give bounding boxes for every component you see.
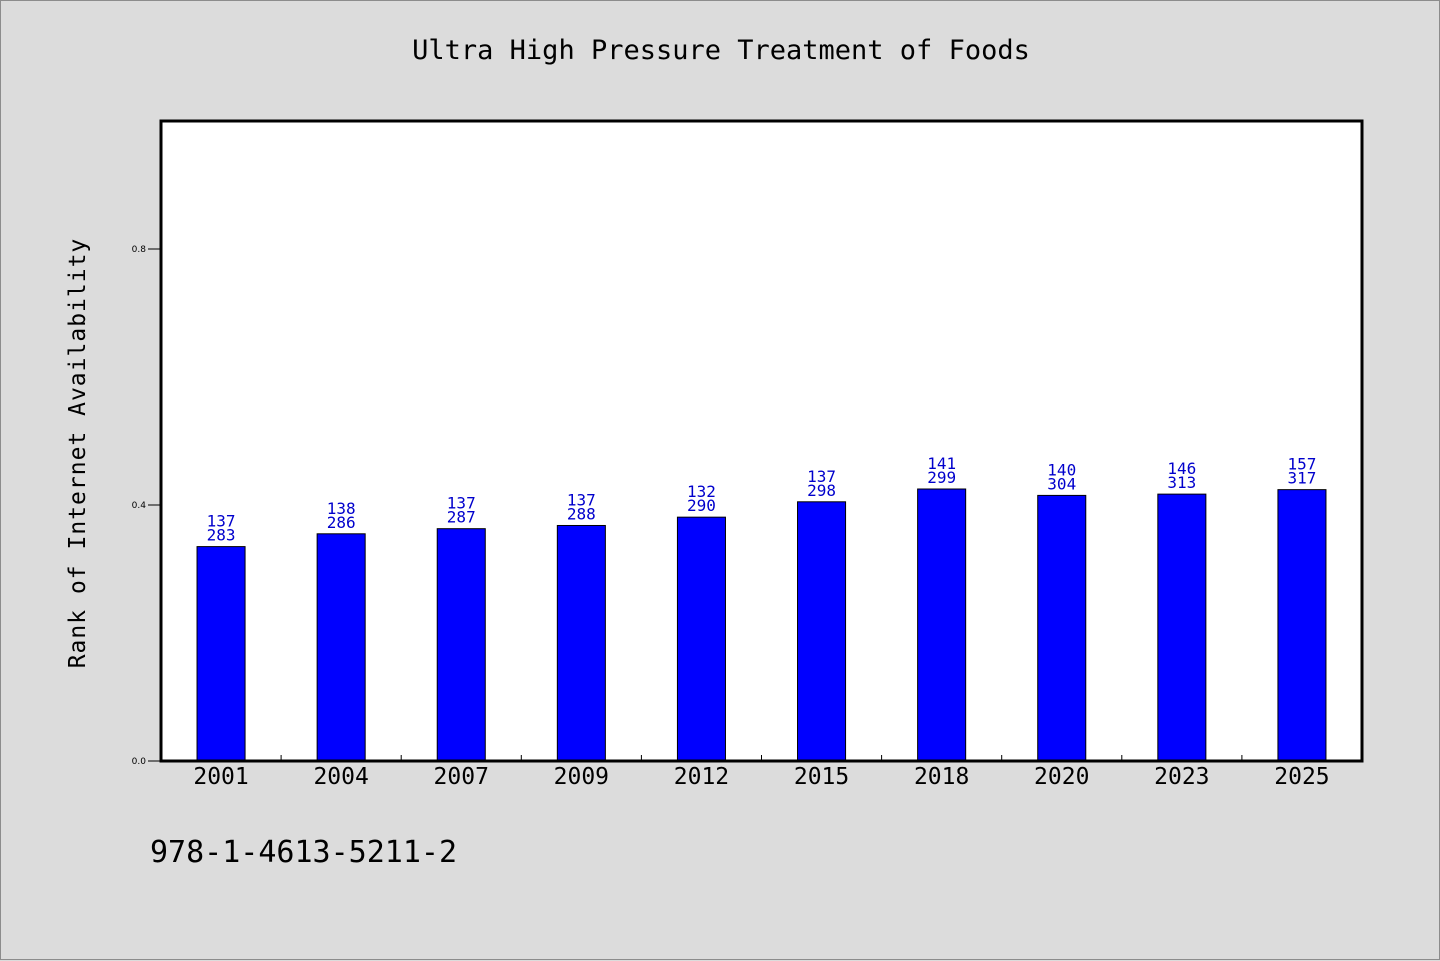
footnote: 978-1-4613-5211-2 bbox=[150, 835, 458, 870]
data-label-bottom: 299 bbox=[927, 468, 956, 487]
data-label-bottom: 298 bbox=[807, 481, 836, 500]
data-label-bottom: 287 bbox=[447, 508, 476, 527]
x-tick-label: 2012 bbox=[674, 764, 729, 790]
bar bbox=[316, 533, 366, 762]
data-label-top: 137 bbox=[207, 512, 236, 531]
data-label-bottom: 304 bbox=[1047, 474, 1076, 493]
x-tick-label: 2023 bbox=[1154, 764, 1209, 790]
bar bbox=[1277, 489, 1327, 762]
x-tick-label: 2025 bbox=[1274, 764, 1329, 790]
data-label-bottom: 290 bbox=[687, 496, 716, 515]
x-tick-label: 2001 bbox=[193, 764, 248, 790]
data-label-bottom: 288 bbox=[567, 504, 596, 523]
data-label-bottom: 317 bbox=[1287, 469, 1316, 488]
x-tick-label: 2020 bbox=[1034, 764, 1089, 790]
bar bbox=[1037, 494, 1087, 762]
bar bbox=[196, 546, 246, 762]
x-tick-label: 2018 bbox=[914, 764, 969, 790]
data-label-top: 137 bbox=[567, 490, 596, 509]
data-label-bottom: 313 bbox=[1167, 473, 1196, 492]
data-label-bottom: 286 bbox=[327, 513, 356, 532]
x-tick-label: 2015 bbox=[794, 764, 849, 790]
data-label-top: 138 bbox=[327, 499, 356, 518]
bar bbox=[436, 528, 486, 762]
x-tick-label: 2004 bbox=[313, 764, 368, 790]
data-label-top: 137 bbox=[447, 494, 476, 513]
bar bbox=[676, 516, 726, 762]
data-label-bottom: 283 bbox=[207, 526, 236, 545]
data-label-top: 157 bbox=[1287, 455, 1316, 474]
data-label-top: 146 bbox=[1167, 459, 1196, 478]
data-label-top: 137 bbox=[807, 467, 836, 486]
y-tick-label: 0.8 bbox=[132, 245, 147, 255]
chart-title: Ultra High Pressure Treatment of Foods bbox=[412, 35, 1030, 66]
bar bbox=[797, 501, 847, 762]
bar bbox=[917, 488, 967, 762]
data-label-top: 141 bbox=[927, 454, 956, 473]
plot-border bbox=[159, 119, 1364, 763]
bar bbox=[556, 524, 606, 762]
x-tick-label: 2007 bbox=[434, 764, 489, 790]
y-tick-label: 0.4 bbox=[132, 501, 147, 511]
bar bbox=[1157, 493, 1207, 762]
data-label-top: 132 bbox=[687, 482, 716, 501]
y-tick-label: 0.0 bbox=[132, 757, 147, 767]
data-label-top: 140 bbox=[1047, 460, 1076, 479]
x-tick-label: 2009 bbox=[554, 764, 609, 790]
